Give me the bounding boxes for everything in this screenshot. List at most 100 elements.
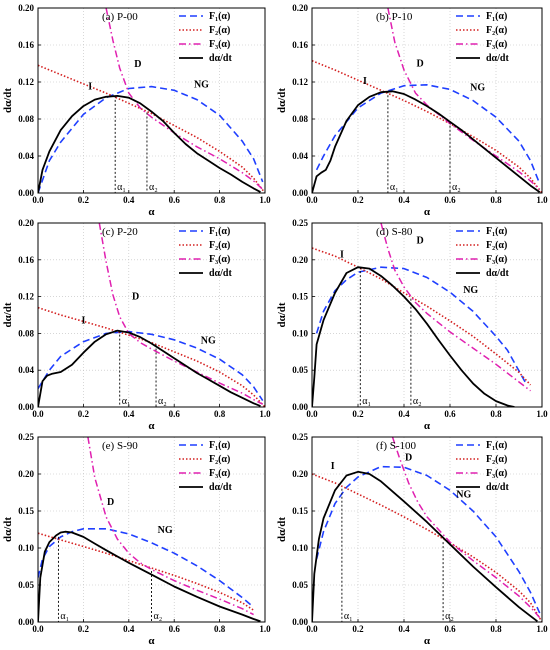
y-tick-label: 0.04 bbox=[18, 365, 34, 375]
model-annotation: NG bbox=[158, 525, 173, 536]
series-line-f3 bbox=[391, 437, 541, 619]
model-annotation: D bbox=[107, 497, 114, 508]
alpha-marker-label: α₁ bbox=[390, 182, 399, 193]
x-tick-label: 0.8 bbox=[214, 409, 226, 419]
x-tick-label: 0.2 bbox=[352, 624, 364, 634]
series-group bbox=[38, 223, 265, 407]
panel-4: 0.00 0.05 0.10 0.15 0.20 0.25 0.0 0.2 0.4 0.6 0.8 1… bbox=[2, 432, 271, 647]
x-tick-label: 1.0 bbox=[259, 409, 271, 419]
y-tick-label: 0.10 bbox=[292, 543, 308, 553]
legend-label: dα/dt bbox=[209, 268, 232, 279]
model-annotation: D bbox=[134, 59, 141, 70]
y-tick-label: 0.25 bbox=[18, 432, 34, 442]
x-tick-label: 0.0 bbox=[306, 195, 318, 205]
model-annotation: I bbox=[331, 461, 335, 472]
series-line-f3 bbox=[87, 437, 254, 616]
legend-label: F₃(α) bbox=[486, 254, 507, 265]
model-annotation: D bbox=[132, 291, 139, 302]
alpha-marker-label: α₁ bbox=[344, 611, 353, 622]
model-annotation: D bbox=[416, 236, 423, 247]
legend-label: F₃(α) bbox=[209, 39, 230, 50]
legend-label: F₂(α) bbox=[209, 25, 230, 36]
y-tick-label: 0.05 bbox=[292, 365, 308, 375]
legend-label: F₁(α) bbox=[486, 11, 507, 22]
x-axis-label: α bbox=[424, 420, 431, 432]
y-tick-label: 0.00 bbox=[18, 617, 34, 627]
x-tick-label: 0.0 bbox=[306, 624, 318, 634]
series-line-dadt bbox=[38, 95, 261, 193]
model-annotation: D bbox=[405, 453, 412, 464]
legend-label: F₃(α) bbox=[209, 468, 230, 479]
series-line-dadt bbox=[38, 329, 261, 407]
x-tick-label: 0.6 bbox=[169, 409, 181, 419]
alpha-marker-label: α₂ bbox=[413, 396, 422, 407]
x-tick-label: 0.4 bbox=[398, 195, 410, 205]
series-group bbox=[312, 437, 542, 622]
x-axis-label: α bbox=[148, 635, 155, 647]
y-tick-label: 0.00 bbox=[292, 402, 308, 412]
legend-label: F₂(α) bbox=[209, 240, 230, 251]
x-tick-label: 0.2 bbox=[352, 195, 364, 205]
panel-5: 0.00 0.05 0.10 0.15 0.20 0.25 0.0 0.2 0.4 0.6 0.8 1… bbox=[276, 432, 548, 647]
y-tick-label: 0.08 bbox=[18, 114, 34, 124]
series-line-f3 bbox=[380, 223, 531, 392]
panel-title: (a) P-00 bbox=[102, 11, 138, 23]
series-line-dadt bbox=[312, 266, 515, 407]
plot-frame bbox=[37, 7, 266, 194]
y-tick-label: 0.00 bbox=[292, 617, 308, 627]
series-line-f3 bbox=[387, 8, 541, 190]
y-tick-label: 0.05 bbox=[292, 580, 308, 590]
panel-title: (f) S-100 bbox=[376, 440, 417, 452]
x-tick-label: 0.0 bbox=[306, 409, 318, 419]
plot-frame bbox=[311, 436, 543, 623]
series-line-f2 bbox=[38, 532, 255, 611]
legend-label: dα/dt bbox=[209, 482, 232, 493]
panel-title: (d) S-80 bbox=[376, 226, 413, 238]
y-tick-label: 0.20 bbox=[292, 3, 308, 13]
series-group bbox=[38, 437, 261, 622]
alpha-marker-label: α₂ bbox=[452, 182, 461, 193]
series-group bbox=[312, 8, 542, 193]
plot-frame bbox=[37, 436, 266, 623]
legend-label: dα/dt bbox=[486, 53, 509, 64]
x-tick-label: 0.4 bbox=[123, 624, 135, 634]
y-tick-label: 0.20 bbox=[292, 255, 308, 265]
y-tick-label: 0.08 bbox=[292, 114, 308, 124]
y-tick-label: 0.10 bbox=[18, 543, 34, 553]
x-tick-label: 0.6 bbox=[444, 409, 456, 419]
y-axis-label: dα/dt bbox=[2, 517, 14, 542]
x-tick-label: 1.0 bbox=[259, 624, 271, 634]
x-axis-label: α bbox=[424, 206, 431, 218]
model-annotation: NG bbox=[463, 285, 478, 296]
y-tick-label: 0.00 bbox=[292, 188, 308, 198]
y-tick-label: 0.12 bbox=[18, 292, 34, 302]
y-axis-label: dα/dt bbox=[276, 302, 288, 327]
y-tick-label: 0.15 bbox=[18, 506, 34, 516]
plot-frame bbox=[311, 222, 543, 408]
y-tick-label: 0.16 bbox=[18, 40, 34, 50]
x-tick-label: 0.4 bbox=[398, 409, 410, 419]
y-tick-label: 0.20 bbox=[18, 469, 34, 479]
legend-label: F₁(α) bbox=[486, 440, 507, 451]
legend-label: dα/dt bbox=[486, 268, 509, 279]
series-line-f3 bbox=[98, 223, 264, 405]
y-tick-label: 0.12 bbox=[292, 77, 308, 87]
x-tick-label: 0.8 bbox=[490, 409, 502, 419]
panel-1: 0.00 0.04 0.08 0.12 0.16 0.20 0.0 0.2 0.4 0.6 0.8 1… bbox=[276, 3, 548, 218]
alpha-marker-label: α₁ bbox=[117, 182, 126, 193]
x-tick-label: 0.2 bbox=[352, 409, 364, 419]
series-group bbox=[312, 223, 532, 407]
x-tick-label: 1.0 bbox=[536, 624, 548, 634]
legend-label: F₃(α) bbox=[486, 468, 507, 479]
legend-label: dα/dt bbox=[486, 482, 509, 493]
x-axis-label: α bbox=[148, 420, 155, 432]
alpha-marker-label: α₂ bbox=[154, 611, 163, 622]
x-tick-label: 1.0 bbox=[259, 195, 271, 205]
legend-label: F₃(α) bbox=[209, 254, 230, 265]
series-line-f1 bbox=[315, 465, 541, 614]
legend-label: F₂(α) bbox=[486, 240, 507, 251]
legend-label: F₁(α) bbox=[209, 440, 230, 451]
plot-frame bbox=[37, 222, 266, 408]
y-tick-label: 0.15 bbox=[292, 292, 308, 302]
y-tick-label: 0.08 bbox=[18, 328, 34, 338]
